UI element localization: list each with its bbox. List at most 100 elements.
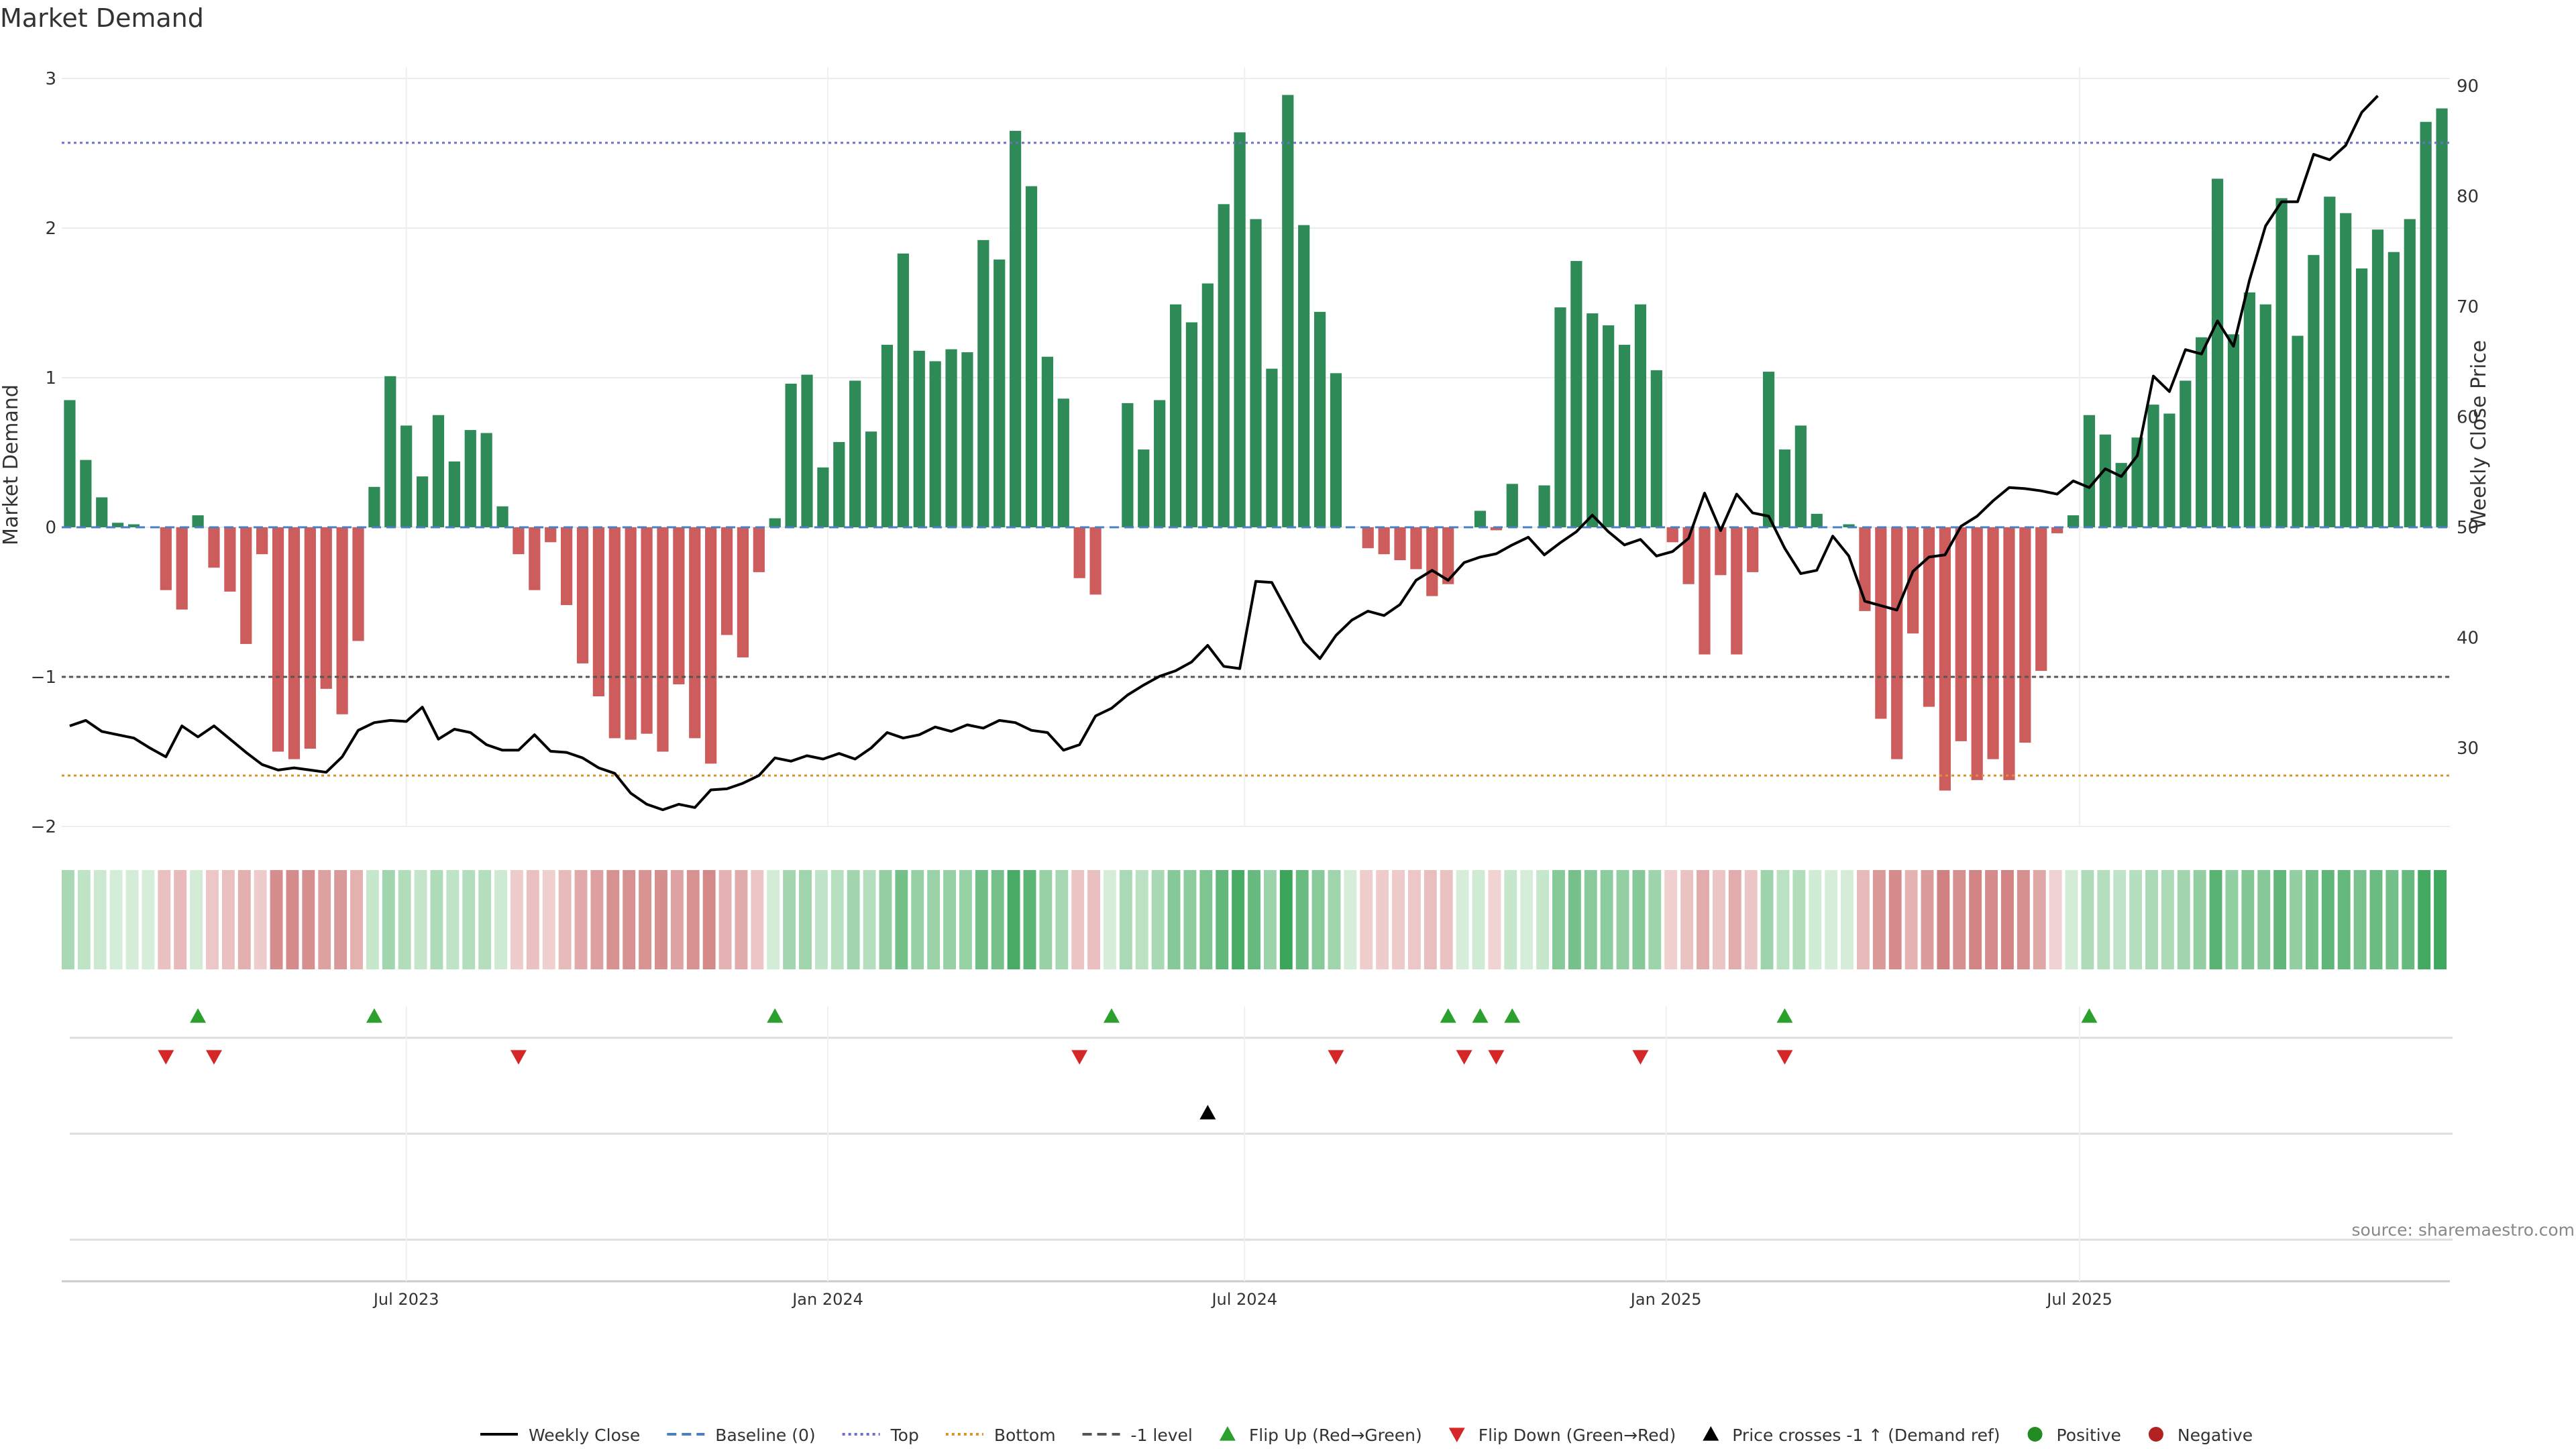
demand-bar-positive (1618, 344, 1631, 527)
demand-bar-positive (2324, 197, 2336, 527)
heat-strip-cell (2273, 870, 2287, 969)
heat-strip-cell (2097, 870, 2110, 969)
demand-bar-positive (1201, 283, 1214, 527)
heat-strip-cell (1295, 870, 1309, 969)
heat-strip-cell (911, 870, 924, 969)
heat-strip-cell (414, 870, 427, 969)
demand-bar-negative (176, 527, 188, 610)
heat-strip-cell (991, 870, 1004, 969)
demand-bar-positive (1603, 325, 1615, 527)
heat-strip-cell (334, 870, 347, 969)
heat-strip-cell (125, 870, 139, 969)
demand-bar-negative (689, 527, 701, 739)
demand-bar-positive (1154, 400, 1166, 527)
demand-bar-positive (192, 515, 204, 527)
demand-bar-positive (913, 350, 925, 527)
heat-strip-cell (702, 870, 716, 969)
heat-strip-cell (2402, 870, 2415, 969)
heat-strip-cell (1664, 870, 1678, 969)
legend-label: Top (890, 1426, 919, 1445)
heat-strip-cell (1392, 870, 1405, 969)
demand-bar-positive (480, 433, 492, 527)
demand-bar-negative (720, 527, 733, 635)
demand-bar-negative (545, 527, 557, 543)
demand-bar-negative (1955, 527, 1967, 741)
heat-strip-cell (542, 870, 555, 969)
heat-strip-cell (735, 870, 748, 969)
demand-bar-positive (2420, 121, 2432, 528)
y2-tick-label: 70 (2457, 297, 2479, 317)
legend-item: Weekly Close (480, 1426, 640, 1445)
demand-bar-positive (2436, 108, 2448, 528)
demand-bar-positive (384, 376, 396, 527)
demand-bar-negative (304, 527, 316, 749)
heat-strip-cell (2001, 870, 2014, 969)
heat-strip-cell (446, 870, 460, 969)
heat-strip-cell (93, 870, 107, 969)
legend-swatch-circle (2027, 1427, 2043, 1442)
heat-strip-cell (1007, 870, 1020, 969)
demand-bar-positive (817, 467, 829, 527)
heat-strip-cell (1104, 870, 1116, 969)
demand-bar-positive (1234, 132, 1246, 527)
heat-strip-cell (286, 870, 299, 969)
demand-bar-negative (625, 527, 637, 740)
demand-bar-positive (1811, 513, 1823, 527)
flip-down-marker (510, 1050, 527, 1065)
y-tick-label: 3 (45, 69, 56, 89)
demand-bar-negative (1378, 527, 1390, 555)
heat-strip-cell (237, 870, 251, 969)
heat-strip-cell (639, 870, 652, 969)
demand-bar-positive (1762, 372, 1775, 527)
heat-strip-cell (2385, 870, 2399, 969)
heat-strip-cell (366, 870, 379, 969)
demand-bar-positive (112, 523, 124, 527)
heat-strip-cell (1536, 870, 1550, 969)
legend-label: Weekly Close (529, 1426, 640, 1445)
demand-bar-positive (2227, 334, 2240, 527)
legend-label: Price crosses -1 ↑ (Demand ref) (1732, 1426, 2000, 1445)
demand-bar-negative (1442, 527, 1454, 584)
x-tick-label: Jul 2024 (1210, 1290, 1277, 1309)
demand-bar-positive (801, 374, 813, 527)
heat-strip-cell (2017, 870, 2030, 969)
heat-strip-cell (1055, 870, 1069, 969)
heat-strip-cell (943, 870, 956, 969)
heat-strip-cell (1744, 870, 1758, 969)
demand-bar-negative (657, 527, 669, 752)
heat-strip-cell (2353, 870, 2367, 969)
demand-bar-positive (1506, 484, 1518, 527)
demand-bar-positive (1266, 368, 1278, 527)
heat-strip-cell (398, 870, 411, 969)
demand-bar-positive (2180, 380, 2192, 527)
heat-strip-cell (1424, 870, 1437, 969)
demand-bar-negative (272, 527, 284, 752)
heat-strip-cell (142, 870, 155, 969)
heat-strip-cell (1809, 870, 1822, 969)
demand-bar-positive (1010, 131, 1022, 528)
demand-bar-positive (2196, 337, 2208, 527)
heat-strip-cell (526, 870, 539, 969)
heat-strip-cell (847, 870, 860, 969)
heat-strip-cell (2321, 870, 2334, 969)
flip-up-marker (1440, 1008, 1456, 1023)
x-tick-label: Jul 2025 (2045, 1290, 2112, 1309)
heat-strip-cell (2145, 870, 2158, 969)
demand-bar-negative (2003, 527, 2015, 780)
demand-bar-positive (1330, 373, 1342, 527)
demand-bar-negative (705, 527, 717, 764)
demand-bar-negative (576, 527, 589, 663)
heat-strip-cell (975, 870, 988, 969)
heat-strip-cell (1904, 870, 1918, 969)
heat-strip-cell (767, 870, 780, 969)
demand-bar-positive (1634, 304, 1647, 527)
weekly-close-line (69, 95, 2379, 812)
heat-strip-cell (1985, 870, 1998, 969)
flip-up-marker (767, 1008, 784, 1023)
heat-strip-cell (2193, 870, 2206, 969)
heat-strip-cell (655, 870, 667, 969)
demand-bar-positive (833, 441, 845, 527)
heat-strip-cell (1648, 870, 1662, 969)
demand-bar-negative (1362, 527, 1374, 549)
legend-swatch-triangle (1448, 1428, 1465, 1442)
